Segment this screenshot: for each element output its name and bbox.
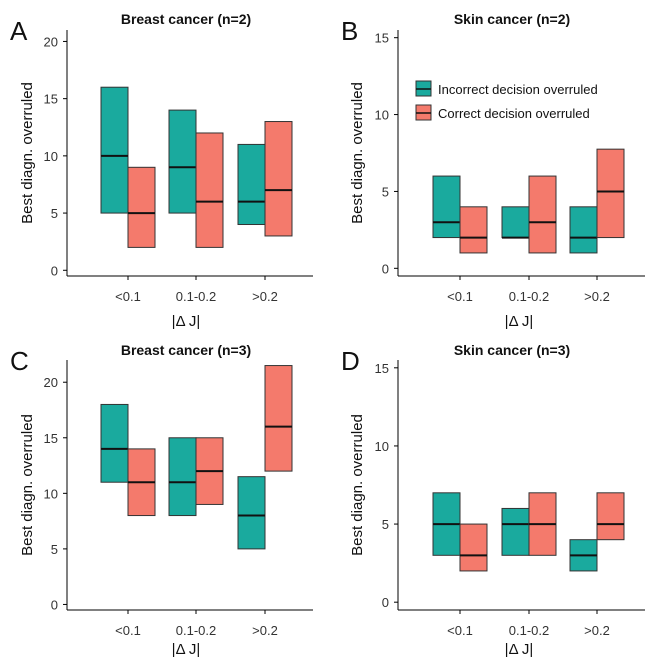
panel-c: C Breast cancer (n=3) 0 5 10 15 20 Best diagn. … [10,342,313,658]
y-tick-label: 15 [44,92,58,107]
box-incorrect [168,437,197,517]
box-correct [459,523,488,572]
panel-letter: A [10,16,28,46]
y-axis-label: Best diagn. overruled [349,82,366,224]
y-tick-label: 15 [375,31,389,46]
x-tick-label: >0.2 [252,289,278,304]
box-incorrect [100,86,129,214]
box-correct [195,132,224,248]
panel-title: Breast cancer (n=2) [121,11,251,27]
y-tick-label: 10 [44,149,58,164]
box-incorrect [237,143,266,226]
y-tick-label: 5 [382,517,389,532]
legend: Incorrect decision overruled Correct deci… [415,80,598,121]
y-tick-label: 0 [51,597,58,612]
x-tick-label: <0.1 [447,289,473,304]
y-tick-label: 10 [375,108,389,123]
panel-letter: B [341,16,358,46]
panel-letter: D [341,346,360,376]
y-axis-label: Best diagn. overruled [19,82,36,224]
x-tick-label: 0.1-0.2 [509,623,549,638]
panel-b: B Skin cancer (n=2) 0 5 10 15 Best diagn. over… [341,11,645,330]
legend-entry: Correct decision overruled [438,106,590,121]
y-axis-label: Best diagn. overruled [19,414,36,556]
y-tick-label: 15 [44,431,58,446]
box-incorrect [501,206,530,239]
y-tick-label: 15 [375,361,389,376]
box-correct [596,148,625,239]
x-tick-label: >0.2 [584,289,610,304]
box-incorrect [569,206,598,254]
y-tick-label: 20 [44,34,58,49]
panel-a: A Breast cancer (n=2) 0 5 10 15 20 Best diagn. … [10,11,313,330]
x-tick-label: 0.1-0.2 [176,289,216,304]
box-correct [264,365,293,472]
panel-title: Skin cancer (n=2) [454,11,570,27]
x-tick-label: >0.2 [584,623,610,638]
x-tick-label: 0.1-0.2 [176,623,216,638]
box-correct [264,121,293,237]
box-correct [596,492,625,541]
y-tick-label: 0 [382,595,389,610]
x-axis-label: |Δ J| [172,313,201,330]
y-tick-label: 0 [51,263,58,278]
x-axis-label: |Δ J| [505,641,534,658]
x-axis-label: |Δ J| [172,641,201,658]
box-correct [528,175,557,254]
box-incorrect [100,403,129,483]
box-correct [127,166,156,248]
x-tick-label: <0.1 [115,289,141,304]
y-tick-label: 20 [44,375,58,390]
panel-letter: C [10,346,29,376]
y-tick-label: 0 [382,261,389,276]
y-tick-label: 5 [51,206,58,221]
box-incorrect [237,476,266,550]
box-correct [459,206,488,254]
y-tick-label: 10 [375,439,389,454]
box-incorrect [168,109,197,214]
y-tick-label: 5 [382,184,389,199]
x-axis-label: |Δ J| [505,313,534,330]
box-incorrect [432,175,461,239]
x-tick-label: 0.1-0.2 [509,289,549,304]
y-axis-label: Best diagn. overruled [349,414,366,556]
legend-entry: Incorrect decision overruled [438,82,598,97]
panel-title: Breast cancer (n=3) [121,342,251,358]
x-tick-label: <0.1 [447,623,473,638]
panel-title: Skin cancer (n=3) [454,342,570,358]
x-tick-label: <0.1 [115,623,141,638]
y-tick-label: 10 [44,486,58,501]
y-tick-label: 5 [51,542,58,557]
box-incorrect [501,507,530,556]
panel-d: D Skin cancer (n=3) 0 5 10 15 Best diagn. over… [341,342,645,658]
x-tick-label: >0.2 [252,623,278,638]
